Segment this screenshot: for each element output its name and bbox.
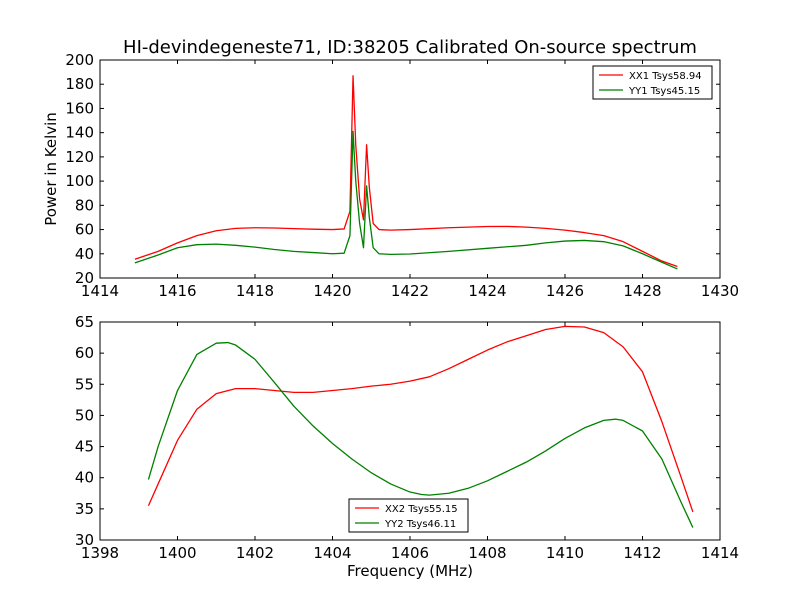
y-tick-label: 120	[65, 148, 94, 166]
panel-1: 1414 1416 1418 1420 1422 1424 1426 1428 1430 20 40…	[42, 37, 739, 300]
y-tick-label: 100	[65, 172, 94, 190]
x-tick-label: 1416	[158, 282, 196, 300]
series-line-2-2	[147, 341, 694, 528]
y-tick-label: 140	[65, 124, 94, 142]
x-tick-label: 1412	[623, 544, 661, 562]
y-tick-label: 50	[75, 406, 94, 424]
y-tick-label: 65	[75, 313, 94, 331]
legend-label: XX1 Tsys58.94	[629, 71, 702, 82]
legend-box	[348, 498, 469, 533]
x-tick-label: 1420	[313, 282, 351, 300]
x-tick-label: 1414	[701, 544, 739, 562]
legend-box	[592, 65, 713, 100]
legend-label: XX2 Tsys55.15	[385, 504, 458, 515]
y-axis-label: Power in Kelvin	[42, 112, 60, 226]
y-tick-label: 55	[75, 375, 94, 393]
x-tick-label: 1418	[236, 282, 274, 300]
x-tick-label: 1422	[391, 282, 429, 300]
x-tick-label: 1426	[546, 282, 584, 300]
x-tick-label: 1414	[81, 282, 119, 300]
panel-2: 1398 1400 1402 1404 1406 1408 1410 1412 1414 30 35…	[75, 313, 739, 580]
series-line-2-1	[147, 325, 694, 513]
x-tick-label: 1410	[546, 544, 584, 562]
y-tick-label: 30	[75, 531, 94, 549]
y-tick-label: 60	[75, 221, 94, 239]
x-tick-label: 1402	[236, 544, 274, 562]
y-tick-label: 80	[75, 196, 94, 214]
x-axis-label: Frequency (MHz)	[347, 562, 473, 580]
y-tick-label: 160	[65, 99, 94, 117]
y-tick-label: 60	[75, 344, 94, 362]
y-tick-label: 180	[65, 75, 94, 93]
legend-label: YY1 Tsys45.15	[628, 86, 700, 97]
y-tick-label: 20	[75, 269, 94, 287]
x-tick-label: 1430	[701, 282, 739, 300]
series-line-1-2	[134, 130, 678, 270]
y-tick-label: 35	[75, 500, 94, 518]
x-tick-label: 1406	[391, 544, 429, 562]
legend: XX2 Tsys55.15 YY2 Tsys46.11	[348, 498, 469, 533]
x-tick-label: 1398	[81, 544, 119, 562]
y-tick-label: 40	[75, 469, 94, 487]
x-tick-label: 1400	[158, 544, 196, 562]
x-tick-label: 1404	[313, 544, 351, 562]
x-tick-label: 1408	[468, 544, 506, 562]
legend-label: YY2 Tsys46.11	[384, 519, 456, 530]
y-tick-label: 45	[75, 438, 94, 456]
x-tick-label: 1428	[623, 282, 661, 300]
y-tick-label: 200	[65, 51, 94, 69]
x-tick-label: 1424	[468, 282, 506, 300]
y-tick-label: 40	[75, 245, 94, 263]
chart-title: HI-devindegeneste71, ID:38205 Calibrated…	[123, 37, 697, 58]
legend: XX1 Tsys58.94 YY1 Tsys45.15	[592, 65, 713, 100]
series-line-1-1	[134, 75, 678, 268]
